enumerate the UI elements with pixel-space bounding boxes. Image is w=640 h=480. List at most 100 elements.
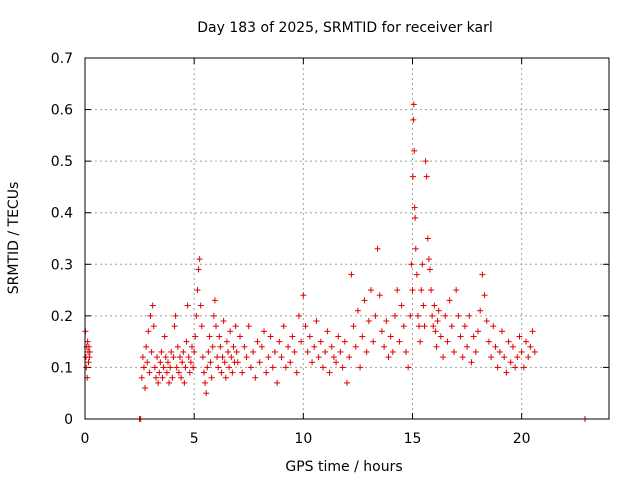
data-point [243, 354, 250, 361]
data-point [211, 297, 218, 304]
x-axis-label: GPS time / hours [285, 459, 402, 475]
data-point [83, 364, 90, 371]
data-point [146, 369, 153, 376]
data-point [276, 338, 283, 345]
data-point [152, 374, 159, 381]
data-point [374, 245, 381, 252]
data-point [245, 323, 252, 330]
data-point [368, 287, 375, 294]
data-point [172, 312, 179, 319]
data-point [418, 287, 425, 294]
data-point [426, 266, 433, 273]
data-point [163, 369, 170, 376]
data-point [176, 354, 183, 361]
data-point [230, 343, 237, 350]
data-point [167, 364, 174, 371]
data-point [394, 287, 401, 294]
data-point [461, 323, 468, 330]
data-point [444, 338, 451, 345]
data-point [192, 333, 199, 340]
data-point [256, 359, 263, 366]
data-point [313, 318, 320, 325]
data-point [410, 101, 417, 108]
data-point [485, 338, 492, 345]
data-point [179, 359, 186, 366]
x-tick-labels: 0 5 10 15 20 [81, 431, 531, 447]
data-point [455, 312, 462, 319]
data-point [280, 323, 287, 330]
data-point [525, 354, 532, 361]
data-point [162, 354, 169, 361]
data-point [295, 312, 302, 319]
data-point [481, 292, 488, 299]
data-point [85, 343, 92, 350]
data-point [516, 333, 523, 340]
data-point [149, 302, 156, 309]
data-point [193, 312, 200, 319]
data-point [254, 338, 261, 345]
data-point [159, 374, 166, 381]
data-point [457, 333, 464, 340]
x-tick-label: 20 [513, 431, 531, 447]
data-point [422, 158, 429, 165]
x-tick-label: 15 [404, 431, 422, 447]
y-tick-labels: 0 0.1 0.2 0.3 0.4 0.5 0.6 0.7 [51, 51, 73, 428]
data-point [274, 379, 281, 386]
data-point [385, 354, 392, 361]
data-point [350, 323, 357, 330]
data-point [442, 312, 449, 319]
chart-title: Day 183 of 2025, SRMTID for receiver kar… [197, 20, 493, 36]
data-point [289, 333, 296, 340]
data-point [207, 359, 214, 366]
data-point [168, 348, 175, 355]
data-point [199, 354, 206, 361]
data-point [174, 343, 181, 350]
data-point [428, 287, 435, 294]
data-point [219, 354, 226, 361]
data-point [402, 348, 409, 355]
data-point [85, 359, 92, 366]
data-point [205, 348, 212, 355]
data-point [265, 354, 272, 361]
data-point [148, 348, 155, 355]
data-point [267, 333, 274, 340]
data-point [479, 271, 486, 278]
data-point [233, 348, 240, 355]
data-point [180, 348, 187, 355]
data-point [209, 343, 216, 350]
data-point [505, 338, 512, 345]
data-point [182, 364, 189, 371]
data-point [409, 287, 416, 294]
data-point [222, 374, 229, 381]
data-point [218, 369, 225, 376]
grid-lines [85, 58, 609, 419]
data-point [468, 359, 475, 366]
data-point [237, 333, 244, 340]
data-point [138, 374, 145, 381]
data-point [178, 374, 185, 381]
data-point [520, 364, 527, 371]
data-point [420, 302, 427, 309]
data-point [202, 379, 209, 386]
data-point [365, 318, 372, 325]
data-point [421, 323, 428, 330]
data-point [309, 359, 316, 366]
data-point [271, 348, 278, 355]
data-point [326, 369, 333, 376]
data-point [330, 354, 337, 361]
data-point [361, 297, 368, 304]
data-point [291, 348, 298, 355]
data-point [413, 271, 420, 278]
data-point [229, 369, 236, 376]
data-point [145, 328, 152, 335]
data-point [204, 364, 211, 371]
data-point [477, 307, 484, 314]
data-point [155, 379, 162, 386]
data-point [488, 354, 495, 361]
data-point [432, 328, 439, 335]
data-point [470, 333, 477, 340]
data-point [269, 364, 276, 371]
data-point [191, 348, 198, 355]
data-point [154, 354, 161, 361]
data-point [414, 312, 421, 319]
